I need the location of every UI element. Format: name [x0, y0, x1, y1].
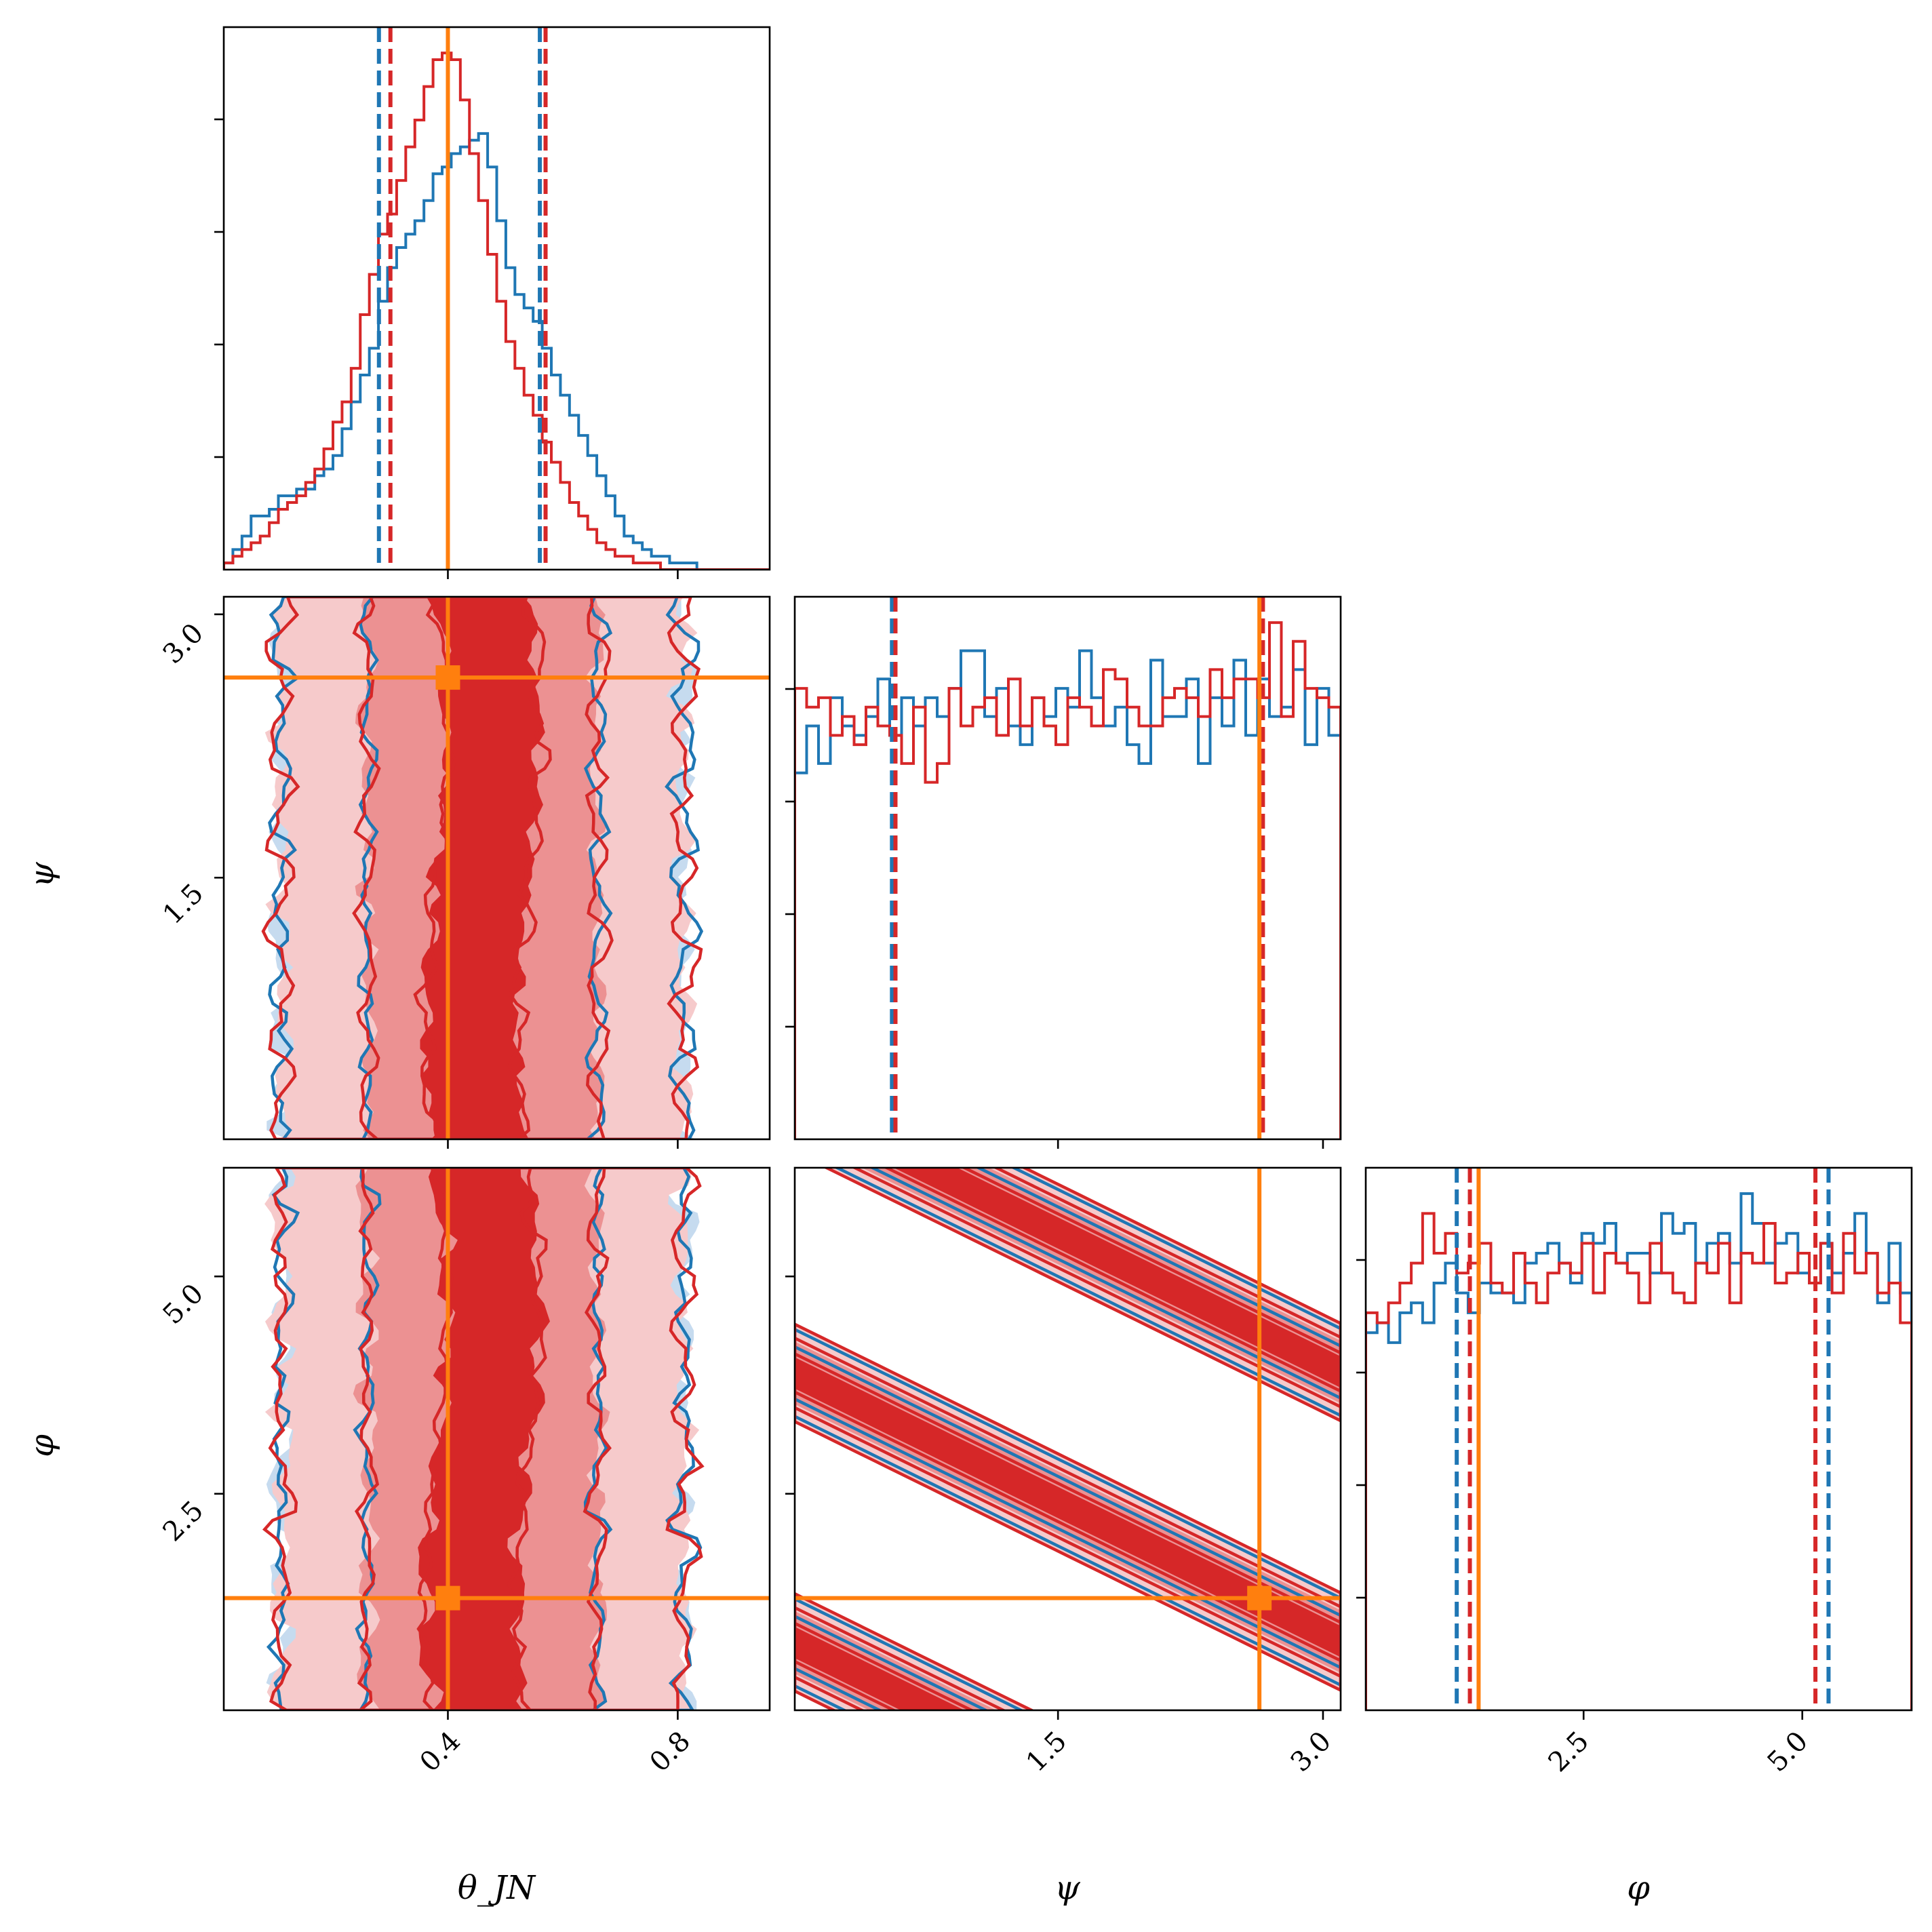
frame-1-1	[793, 595, 1342, 1141]
contour-line-blue-level-0-2	[266, 1168, 703, 1710]
band-2-blue-line-1	[795, 1615, 989, 1710]
axis-ticks	[214, 118, 1804, 1720]
panel-2d-psi-phi	[795, 1168, 1341, 1710]
band-1-fill-2	[795, 1357, 1341, 1657]
frame-0-0	[222, 26, 771, 571]
hist-theta_jn-series_2	[224, 52, 770, 570]
band-2-fill-2	[795, 1626, 965, 1710]
x-tick-label-psi-1: 3.0	[1285, 1726, 1338, 1779]
band-1-red-line-2	[795, 1352, 1341, 1663]
truth-marker-2	[435, 1585, 460, 1611]
y-axis-title-phi: φ	[23, 1434, 61, 1457]
hist-theta_jn-series_1	[224, 132, 770, 570]
contour-line-red-level-1-1	[352, 597, 614, 1139]
contour-line-red-level-1-2	[355, 1168, 612, 1710]
panel-hist-theta-jn	[224, 27, 770, 570]
y-axis-title-psi: ψ	[23, 861, 61, 888]
panel-2d-theta-jn-phi	[224, 1168, 770, 1710]
y-tick-label-phi-0: 2.5	[157, 1495, 210, 1548]
hist-psi-series_2	[795, 621, 1341, 1139]
contour-line-blue-level-1-1	[357, 597, 613, 1139]
band-2-red-line-0	[795, 1592, 1036, 1710]
contour-fill-red-level-2-1	[420, 597, 545, 1139]
panel-frames	[222, 26, 1913, 1712]
contour-line-red-level-0-2	[262, 1168, 705, 1710]
band-0-fill-2	[893, 1168, 1341, 1388]
band-0-red-line-0	[823, 1168, 1341, 1423]
band-0-blue-line-1	[869, 1168, 1341, 1400]
band-2-red-line-1	[795, 1606, 1007, 1710]
frame-2-1	[793, 1166, 1342, 1712]
panel-hist-phi	[1366, 1168, 1912, 1710]
x-axis-title-psi: ψ	[1054, 1869, 1081, 1907]
x-tick-label-psi-0: 1.5	[1021, 1726, 1073, 1779]
band-1-red-line-0	[795, 1322, 1341, 1693]
truth-marker-psi-phi	[1247, 1585, 1272, 1611]
band-2-blue-line-0	[795, 1597, 1025, 1710]
frame-1-0	[222, 595, 771, 1141]
x-tick-label-theta-jn-1: 0.8	[644, 1726, 697, 1779]
x-tick-label-phi-1: 5.0	[1762, 1726, 1815, 1779]
band-1-blue-line-0	[795, 1327, 1341, 1687]
y-tick-label-psi-0: 1.5	[157, 878, 210, 931]
y-tick-label-phi-1: 5.0	[157, 1278, 210, 1331]
panel-hist-psi	[795, 597, 1341, 1139]
band-1-red-line-1	[795, 1336, 1341, 1678]
band-1-blue-line-1	[795, 1345, 1341, 1670]
x-tick-label-theta-jn-0: 0.4	[414, 1726, 467, 1779]
contour-line-red-level-2-1	[413, 597, 552, 1139]
x-axis-title-theta-jn: θ_JN	[458, 1869, 536, 1907]
x-tick-label-phi-0: 2.5	[1543, 1726, 1596, 1779]
frame-2-0	[222, 1166, 771, 1712]
contour-line-red-level-2-2	[416, 1168, 548, 1710]
band-0-red-line-2	[883, 1168, 1341, 1393]
contour-line-red-level-0-1	[261, 597, 703, 1139]
x-axis-title-phi: φ	[1627, 1869, 1650, 1907]
band-0-red-line-1	[851, 1168, 1341, 1409]
band-0-fill-1	[862, 1168, 1341, 1404]
frame-2-2	[1364, 1166, 1913, 1712]
truth-marker-1	[435, 665, 460, 690]
band-0-blue-line-0	[833, 1168, 1341, 1417]
panel-2d-theta-jn-psi	[224, 597, 770, 1139]
y-tick-label-psi-1: 3.0	[157, 618, 210, 671]
